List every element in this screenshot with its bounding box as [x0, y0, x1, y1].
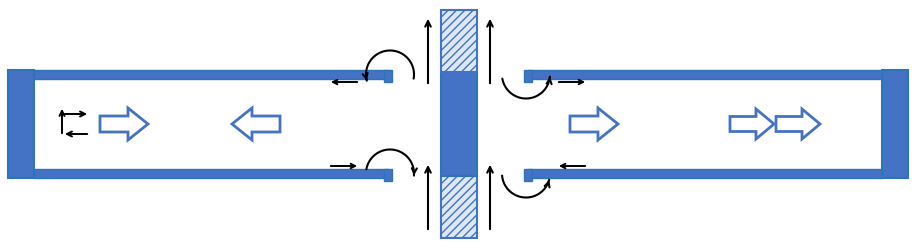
Bar: [8, 70, 34, 178]
Bar: [34, 70, 388, 79]
Bar: [528, 70, 882, 79]
Bar: [528, 169, 882, 178]
Bar: [524, 169, 532, 181]
Bar: [882, 70, 908, 178]
Polygon shape: [232, 108, 280, 140]
Bar: [441, 10, 477, 72]
Bar: [441, 72, 477, 176]
Bar: [34, 169, 388, 178]
Polygon shape: [100, 108, 148, 140]
Bar: [384, 169, 392, 181]
Bar: [384, 70, 392, 82]
Polygon shape: [776, 109, 820, 139]
Bar: [441, 176, 477, 238]
Polygon shape: [570, 108, 618, 140]
Bar: [524, 70, 532, 82]
Polygon shape: [730, 109, 774, 139]
